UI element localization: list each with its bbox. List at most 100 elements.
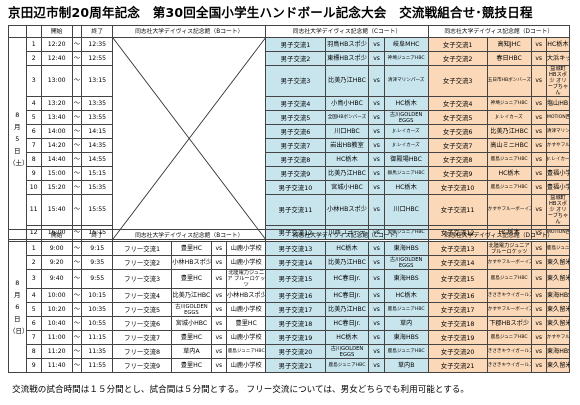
team-a: かすやフルーボーイズ <box>486 194 532 226</box>
match-label: 女子交流17 <box>427 302 488 317</box>
match-number: 5 <box>25 302 42 317</box>
team-a: HC春日Jr. <box>324 316 370 331</box>
match-number: 1 <box>25 241 42 256</box>
match-label: 女子交流16 <box>427 288 488 303</box>
team-b: 北陸電力ジュニア ブルーロケッツ <box>225 269 267 289</box>
team-a: 春日HBC <box>486 51 532 66</box>
vs-label: vs <box>530 65 547 97</box>
team-a: 草内A <box>171 344 212 359</box>
vs-label: vs <box>530 358 547 373</box>
match-number: 1 <box>25 37 42 52</box>
match-row: 8月5日（土）112:20～12:35男子交流1羽鳥HBスポ少vs岐阜MHC女子… <box>8 37 571 240</box>
start-time: 11:00 <box>40 330 73 345</box>
start-time: 12:20 <box>40 37 73 52</box>
match-row: 10 15:20 ～ 15:35 男子交流10 宮城小HBC vs HC栃木 女子交流10 鹿島ジ… <box>9 180 571 195</box>
match-number: 7 <box>25 330 42 345</box>
vs-label: vs <box>368 152 385 167</box>
end-time: 12:35 <box>81 37 114 52</box>
match-label: 男子交流17 <box>265 302 326 317</box>
match-label: フリー交流8 <box>112 344 173 359</box>
team-a: きさきキウイガールズ <box>486 344 532 359</box>
team-b: 鹿島ジュニアHBC <box>545 241 571 256</box>
match-label: 女子交流15 <box>427 269 488 289</box>
match-label: フリー交流2 <box>112 255 173 270</box>
vs-label: vs <box>210 344 227 359</box>
match-number: 3 <box>25 65 42 97</box>
vs-label: vs <box>368 124 385 139</box>
vs-label: vs <box>530 96 547 111</box>
vs-label: vs <box>530 344 547 359</box>
end-time: 14:55 <box>81 152 114 167</box>
team-b: かすやフルーボーイズ <box>545 138 571 153</box>
match-number: 7 <box>25 138 42 153</box>
team-a: 鹿島ジュニアHBC <box>324 358 370 373</box>
date-char: 月 <box>14 291 21 299</box>
team-b: 東海HBS <box>383 330 429 345</box>
vs-label: vs <box>368 330 385 345</box>
start-time: 15:40 <box>40 194 73 226</box>
start-time: 14:20 <box>40 138 73 153</box>
team-a: 比美乃江HBC <box>324 302 370 317</box>
cross-mark <box>113 38 265 239</box>
team-b: 川口HBC <box>383 194 429 226</box>
match-label: 男子交流7 <box>265 138 326 153</box>
date-char: 月 <box>14 122 21 131</box>
vs-label: vs <box>368 288 385 303</box>
match-row: 7 14:20 ～ 14:35 男子交流7 岩出HB教室 vs Jr.レイカーズ 女子交流7 高山… <box>9 138 571 153</box>
match-label: 男子交流14 <box>265 255 326 270</box>
match-number: 2 <box>25 255 42 270</box>
date-char: （日） <box>9 327 25 335</box>
match-label: 男子交流6 <box>265 124 326 139</box>
match-number: 8 <box>25 152 42 167</box>
date-char: 5 <box>15 134 20 143</box>
team-a: 比美乃江HBC <box>171 288 212 303</box>
team-b: 草内B <box>383 358 429 373</box>
time-sep: ～ <box>71 65 83 97</box>
vs-label: vs <box>368 344 385 359</box>
team-b: HC栃木 <box>383 180 429 195</box>
team-a: 岩出HB教室 <box>324 138 370 153</box>
match-label: 男子交流1 <box>265 37 326 52</box>
date-label: 8 月 6 日 （日） <box>8 241 27 373</box>
match-row: 9 11:40 ～ 11:55 フリー交流9 豊里HC vs 山鹿小学校 男子交流21 鹿島ジュニ… <box>9 358 571 373</box>
vs-label: vs <box>368 138 385 153</box>
vs-label: vs <box>530 194 547 226</box>
match-label: 男子交流2 <box>265 51 326 66</box>
start-time: 15:00 <box>40 166 73 181</box>
end-time: 15:15 <box>81 166 114 181</box>
match-label: 女子交流9 <box>427 166 488 181</box>
header-row: 開始 終了 同志社大学デイヴィス記念館（Bコート） 同志社大学デイヴィス記念館（… <box>8 229 571 242</box>
match-row: 5 13:40 ～ 13:55 男子交流5 全国HBボンバーズ vs 古川GOLDEN EGG… <box>9 110 571 125</box>
team-a: 鹿島ジュニアHBC <box>486 152 532 167</box>
team-b: 東海HBS <box>383 241 429 256</box>
start-time: 14:40 <box>40 152 73 167</box>
footer-note: 交流戦の試合時間は１５分間とし、試合間は５分間とする。 フリー交流については、男… <box>12 385 469 395</box>
time-sep: ～ <box>71 358 83 373</box>
end-header: 終了 <box>81 25 114 38</box>
team-a: 古川GOLDEN EGGS <box>324 344 370 359</box>
team-b: 岐阜MHC <box>383 37 429 52</box>
team-a: Jr.レイカーズ <box>486 110 532 125</box>
vs-label: vs <box>530 152 547 167</box>
team-a: 鹿島ジュニアHBC <box>486 180 532 195</box>
match-label: 男子交流15 <box>265 269 326 289</box>
team-b: 山鹿小学校 <box>225 330 267 345</box>
start-time: 9:40 <box>40 269 73 289</box>
date-char: 8 <box>15 110 20 119</box>
c-court-header: 同志社大学デイヴィス記念館（Cコート） <box>265 25 429 38</box>
page-title: 京田辺市制20周年記念 第30回全国小学生ハンドボール記念大会 交流戦組合せ･競… <box>8 5 533 20</box>
team-b: 古川GOLDEN EGGS <box>383 255 429 270</box>
match-label: 男子交流5 <box>265 110 326 125</box>
team-a: 北陸電力ジュニア ブルーロケッツ <box>486 241 532 256</box>
match-label: フリー交流3 <box>112 269 173 289</box>
end-time: 13:35 <box>81 96 114 111</box>
team-b: 神埼ジュニアHBC <box>383 51 429 66</box>
team-b: 益城町HBスポ少 オリーブちゃん <box>545 194 571 226</box>
team-b: Jr.レイカーズ <box>383 124 429 139</box>
start-time: 10:00 <box>40 288 73 303</box>
team-b: 群馬ジュニアHBC <box>383 166 429 181</box>
end-time: 9:55 <box>81 269 114 289</box>
vs-label: vs <box>530 166 547 181</box>
time-sep: ～ <box>71 316 83 331</box>
vs-label: vs <box>368 180 385 195</box>
